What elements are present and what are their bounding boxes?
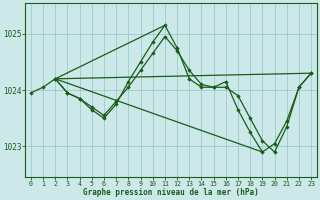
X-axis label: Graphe pression niveau de la mer (hPa): Graphe pression niveau de la mer (hPa): [83, 188, 259, 197]
